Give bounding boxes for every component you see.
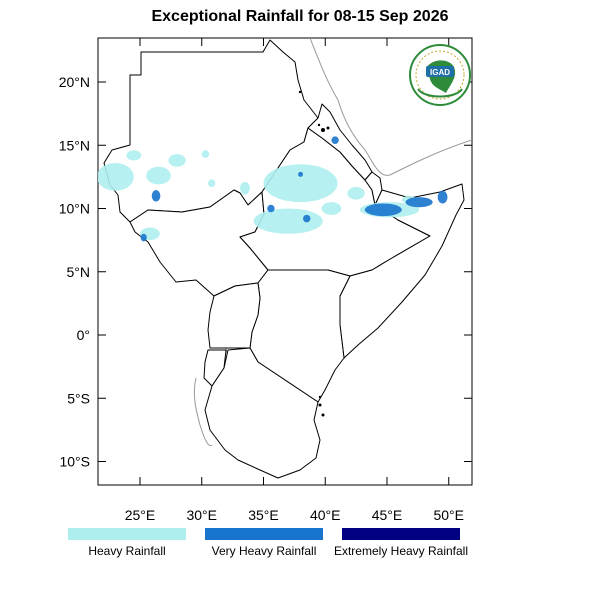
legend-swatch	[205, 528, 323, 540]
eritrea-shape	[307, 103, 373, 181]
map-title: Exceptional Rainfall for 08-15 Sep 2026	[151, 8, 449, 25]
lon-tick-label: 30°E	[186, 507, 217, 523]
lat-tick-label: 20°N	[59, 74, 90, 90]
lon-tick-label: 25°E	[125, 507, 156, 523]
rainfall-area-very-heavy	[303, 214, 311, 223]
rainfall-area-very-heavy	[405, 197, 433, 208]
igad-logo: IGAD	[409, 44, 471, 106]
legend-swatch	[68, 528, 186, 540]
rainfall-area-heavy	[240, 181, 250, 195]
rainfall-area-heavy	[321, 202, 342, 215]
lat-tick-label: 5°N	[67, 264, 91, 280]
rainfall-area-very-heavy	[267, 204, 275, 213]
lat-tick-label: 15°N	[59, 137, 90, 153]
legend-swatch	[342, 528, 460, 540]
lat-tick-label: 10°N	[59, 201, 90, 217]
lon-tick-label: 35°E	[248, 507, 279, 523]
islands	[298, 90, 330, 417]
arabia-south-coast	[389, 139, 472, 176]
longitude-axis: 25°E 30°E 35°E 40°E 45°E 50°E	[125, 38, 464, 523]
legend: Heavy Rainfall Very Heavy Rainfall Extreme…	[68, 528, 468, 558]
lat-tick-label: 5°S	[67, 390, 90, 406]
rainfall-area-very-heavy	[140, 233, 147, 242]
tanzania-shape	[204, 347, 321, 479]
rainfall-area-heavy	[347, 186, 365, 200]
rainfall-area-heavy	[207, 179, 216, 187]
somalia-shape	[339, 183, 465, 359]
lon-tick-label: 50°E	[433, 507, 464, 523]
lat-tick-label: 10°S	[59, 454, 90, 470]
lat-tick-label: 0°	[77, 327, 90, 343]
lon-tick-label: 45°E	[372, 507, 403, 523]
rainfall-area-heavy	[98, 162, 134, 191]
legend-label: Heavy Rainfall	[88, 544, 165, 558]
rainfall-area-very-heavy	[151, 190, 161, 202]
rainfall-area-heavy	[126, 150, 142, 161]
logo-text: IGAD	[430, 68, 450, 77]
rainfall-area-heavy	[253, 208, 323, 234]
legend-label: Very Heavy Rainfall	[212, 544, 317, 558]
rainfall-area-heavy	[201, 150, 210, 158]
rainfall-area-very-heavy	[437, 190, 448, 204]
latitude-axis: 20°N 15°N 10°N 5°N 0° 5°S 10°S	[59, 74, 472, 470]
rainfall-layer	[98, 136, 448, 242]
legend-label: Extremely Heavy Rainfall	[334, 544, 468, 558]
lon-tick-label: 40°E	[310, 507, 341, 523]
rainfall-area-heavy	[168, 154, 186, 167]
uganda-shape	[207, 282, 261, 349]
rainfall-area-very-heavy	[298, 171, 304, 177]
country-borders	[103, 39, 465, 479]
lake-tanganyika-outline	[193, 377, 213, 447]
rainfall-area-heavy	[263, 164, 338, 203]
rainfall-area-very-heavy	[364, 203, 402, 217]
red-sea-west-coast	[309, 38, 391, 176]
rainfall-area-heavy	[146, 166, 171, 185]
rainfall-area-very-heavy	[331, 136, 339, 144]
